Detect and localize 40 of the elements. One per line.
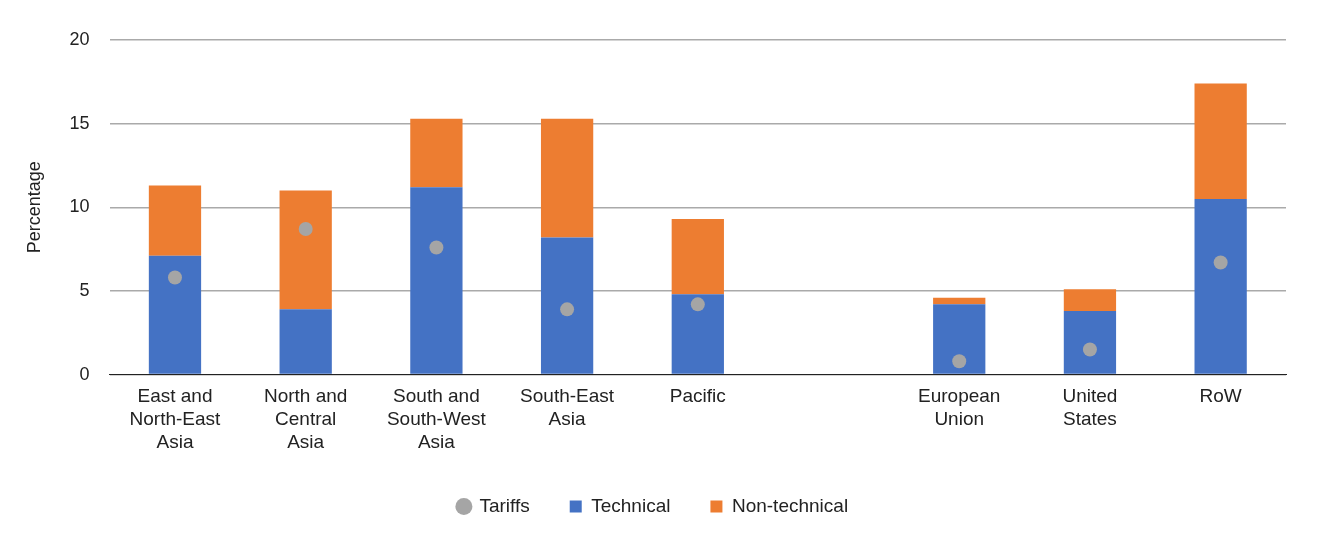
x-tick-label: United States [1062, 385, 1118, 430]
point [298, 222, 313, 237]
bar [279, 190, 332, 310]
x-tick-label: South-East Asia [520, 385, 615, 430]
point [167, 270, 182, 285]
legend-label: Non-technical [731, 494, 849, 516]
bar [148, 255, 202, 374]
y-tick-label: 20 [69, 28, 90, 49]
bar [410, 118, 463, 188]
y-tick-label: 10 [69, 196, 90, 217]
bar [410, 187, 463, 374]
bar [1063, 311, 1117, 374]
point [1213, 255, 1228, 270]
x-tick-label: Pacific [669, 385, 726, 407]
y-tick-label: 0 [79, 363, 90, 384]
bar [933, 304, 986, 374]
bar [671, 294, 724, 374]
legend-label: Technical [591, 494, 671, 516]
x-tick-label: North and Central Asia [263, 385, 348, 452]
bar [671, 219, 724, 295]
x-tick-label: South and South-West Asia [386, 385, 487, 452]
point [429, 240, 444, 255]
point [952, 354, 967, 369]
point [560, 302, 575, 317]
legend-label: Tariffs [479, 494, 530, 516]
point [690, 297, 705, 312]
bar [1194, 83, 1247, 199]
bar [279, 309, 332, 374]
bar [1063, 289, 1117, 312]
bar [1194, 198, 1247, 374]
bar [540, 118, 594, 238]
bar [540, 237, 594, 374]
y-tick-label: 5 [79, 279, 90, 300]
y-axis-title: Percentage [23, 161, 44, 254]
x-tick-label: RoW [1199, 385, 1242, 407]
x-tick-label: East and North-East Asia [129, 385, 222, 452]
bar [148, 185, 202, 256]
y-tick-label: 15 [69, 112, 90, 133]
point [1082, 342, 1097, 357]
x-tick-label: European Union [918, 385, 1001, 430]
